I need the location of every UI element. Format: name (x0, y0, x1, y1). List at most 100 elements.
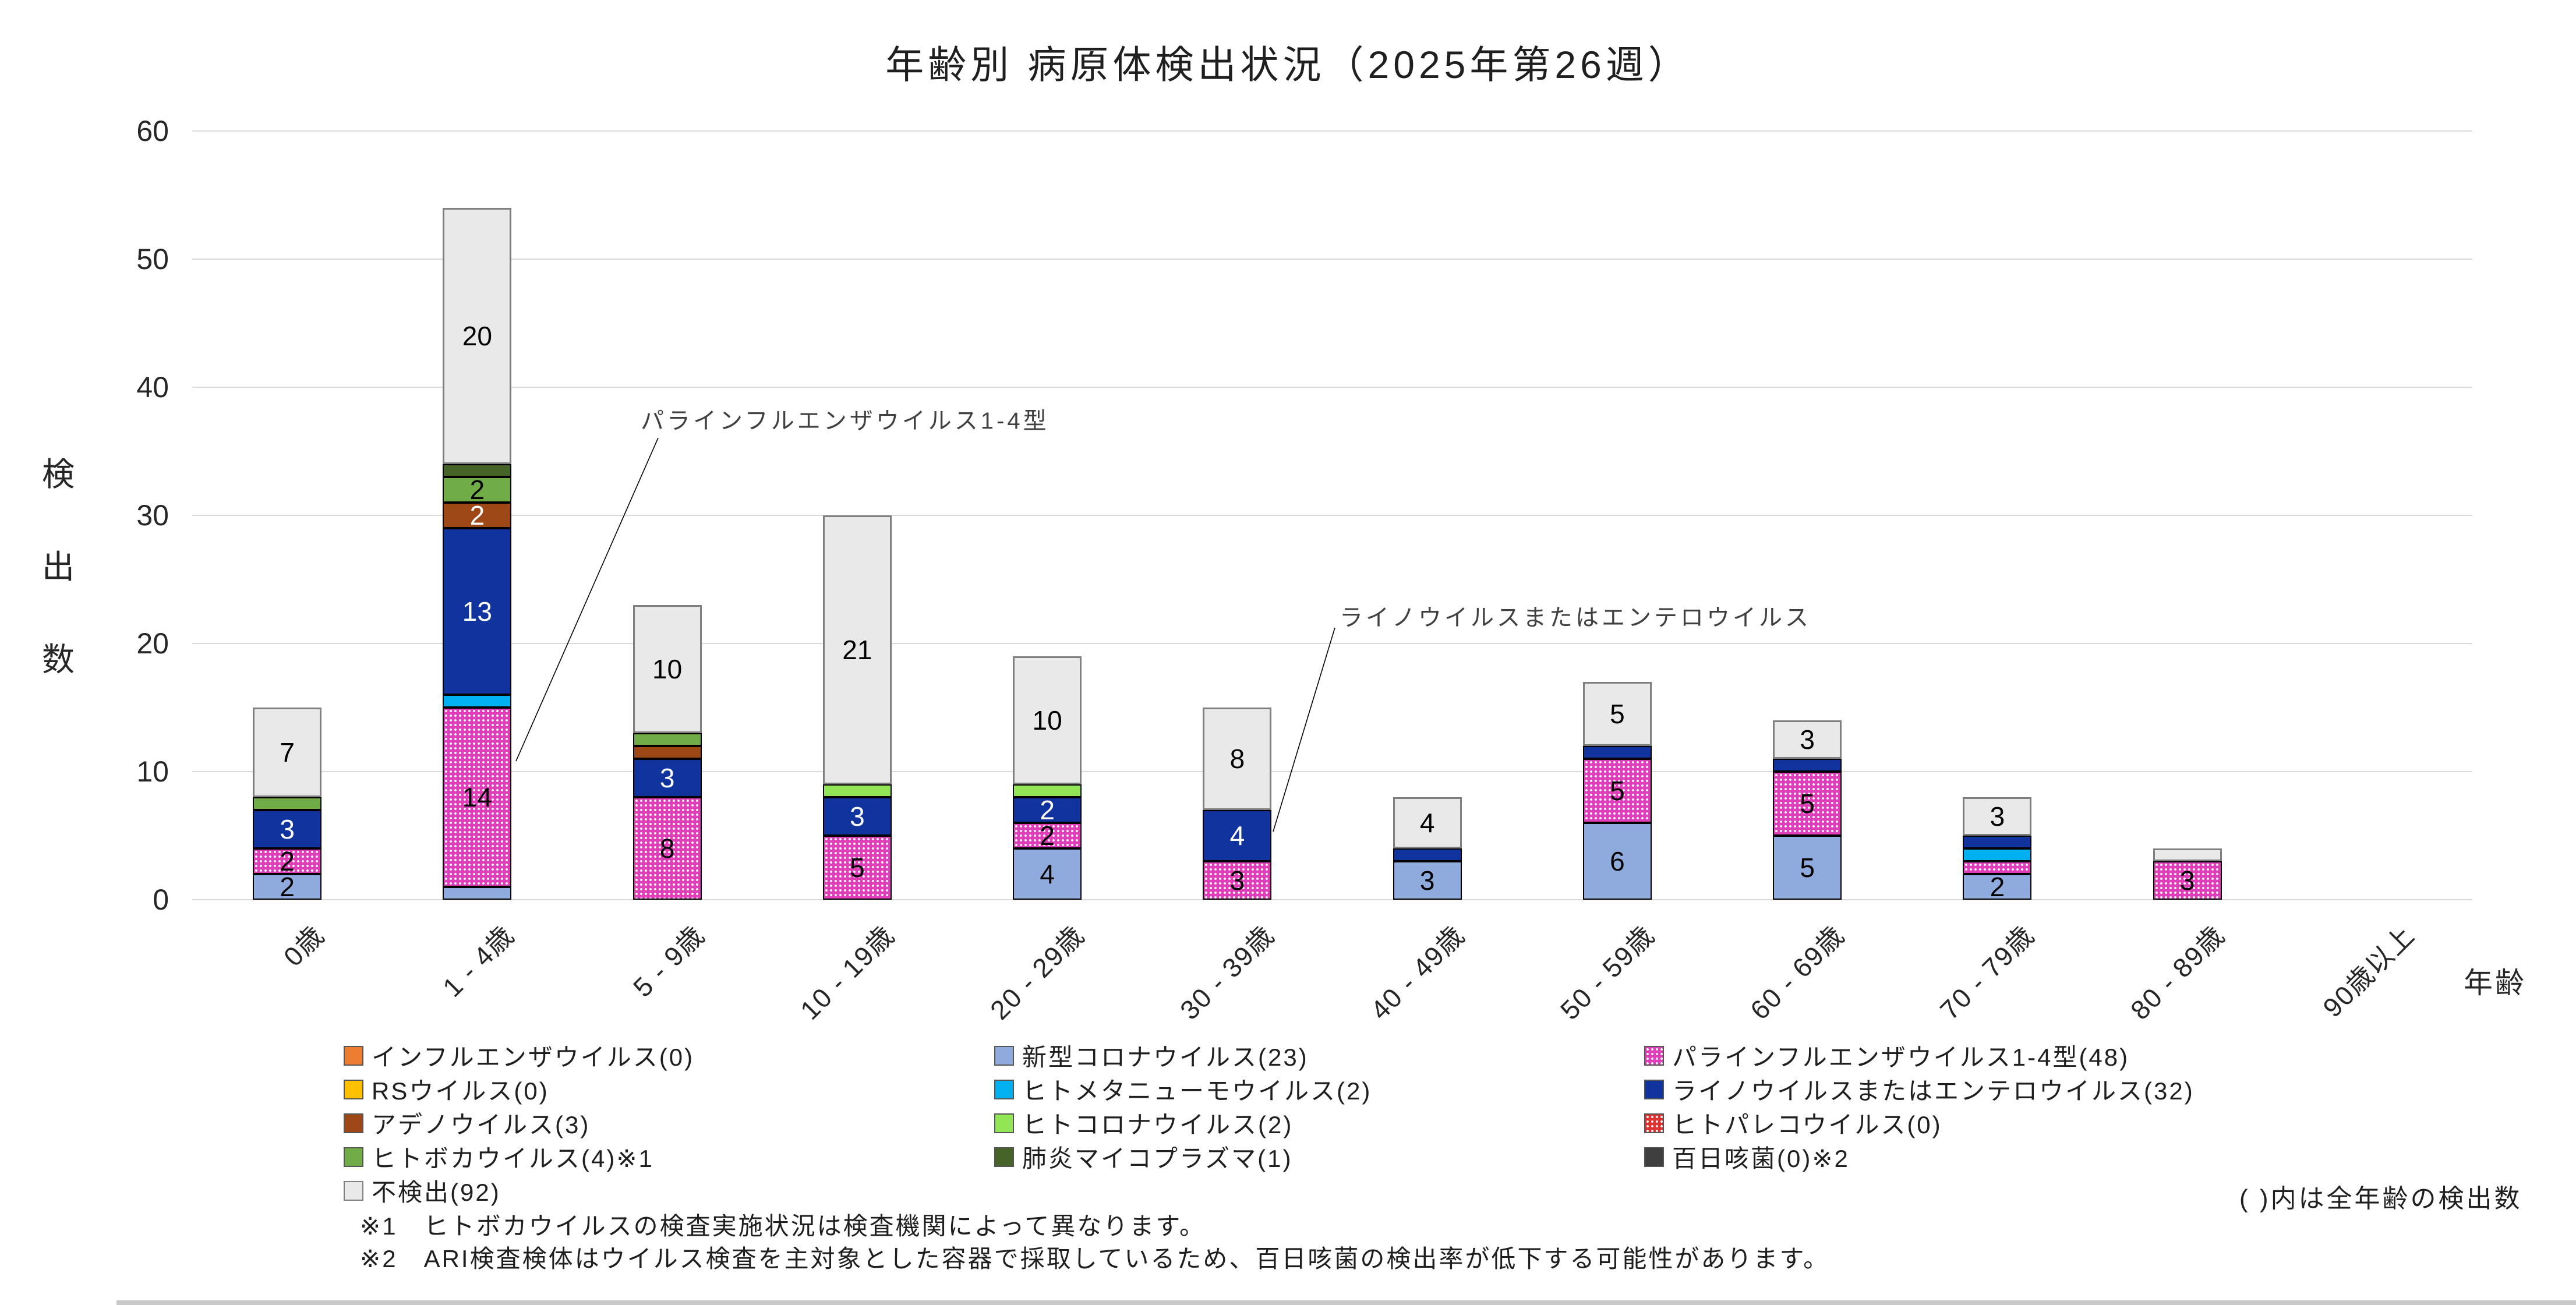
legend-label-influenza: インフルエンザウイルス(0) (372, 1044, 695, 1071)
segment-parainfluenza: 14 (443, 708, 512, 887)
footnote-2-mark: ※2 (360, 1245, 398, 1272)
segment-notdetected: 10 (1013, 656, 1082, 784)
legend-swatch-mycoplasma (994, 1147, 1014, 1167)
legend-swatch-rs (344, 1079, 363, 1099)
segment-parainfluenza (1963, 861, 2032, 874)
segment-rhino: 13 (443, 528, 512, 695)
segment-notdetected: 7 (253, 708, 322, 797)
segment-value-label: 8 (1229, 744, 1245, 774)
segment-rhino (1393, 848, 1462, 861)
footnote-1-mark: ※1 (360, 1212, 398, 1240)
footnote-2: ※2 ARI検査検体はウイルス検査を主対象とした容器で採取しているため、百日咳菌… (360, 1239, 1829, 1275)
segment-value-label: 2 (280, 872, 295, 902)
bar-30 - 39歳: 3 4 8 (1203, 708, 1272, 900)
bar-5 - 9歳: 8 3 10 (632, 605, 702, 900)
segment-value-label: 4 (1229, 821, 1245, 851)
legend-label-boca: ヒトボカウイルス(4)※1 (372, 1145, 654, 1172)
legend-swatch-hcorona (994, 1113, 1014, 1133)
segment-value-label: 20 (462, 321, 492, 351)
x-tick-label-90歳以上: 90歳以上 (2317, 919, 2420, 1023)
segment-value-label: 3 (659, 763, 675, 793)
segment-value-label: 2 (1040, 795, 1055, 825)
segment-value-label: 5 (1800, 788, 1815, 819)
bar-1 - 4歳: 14 13 2 2 20 (443, 208, 512, 900)
segment-value-label: 8 (659, 833, 675, 864)
legend-swatch-pertussis (1644, 1147, 1664, 1167)
legend-label-metapneumo: ヒトメタニューモウイルス(2) (1022, 1077, 1372, 1105)
legend-swatch-adeno (344, 1113, 363, 1133)
y-tick-label: 0 (153, 883, 169, 916)
segment-value-label: 3 (850, 801, 865, 832)
segment-value-label: 3 (1990, 801, 2005, 832)
segment-value-label: 3 (1800, 724, 1815, 755)
legend-label-parainfluenza: パラインフルエンザウイルス1-4型(48) (1672, 1044, 2130, 1071)
bar-10 - 19歳: 5 3 21 (822, 515, 892, 900)
bar-40 - 49歳: 34 (1393, 797, 1462, 900)
legend-swatch-parainfluenza (1644, 1045, 1664, 1066)
segment-notdetected (2153, 848, 2222, 861)
legend-item-rs: RSウイルス(0) (344, 1071, 549, 1107)
bar-80 - 89歳: 3 (2153, 848, 2222, 900)
segment-value-label: 2 (1040, 821, 1055, 851)
segment-value-label: 2 (469, 475, 485, 505)
segment-value-label: 10 (652, 654, 683, 684)
legend-item-adeno: アデノウイルス(3) (344, 1105, 590, 1141)
segment-notdetected: 3 (1773, 720, 1842, 759)
gridline-y-50 (192, 259, 2472, 260)
legend-label-parecho: ヒトパレコウイルス(0) (1672, 1111, 1942, 1138)
segment-value-label: 2 (469, 500, 485, 531)
segment-notdetected: 10 (632, 605, 702, 733)
bar-50 - 59歳: 6 5 5 (1582, 682, 1652, 900)
segment-parainfluenza: 5 (822, 836, 892, 900)
legend-swatch-covid (994, 1045, 1014, 1066)
legend-swatch-rhino (1644, 1079, 1664, 1099)
bar-70 - 79歳: 23 (1963, 797, 2032, 902)
segment-parainfluenza: 5 (1773, 772, 1842, 836)
segment-value-label: 4 (1040, 859, 1055, 889)
segment-parainfluenza: 3 (2153, 861, 2222, 900)
segment-mycoplasma (443, 464, 512, 477)
segment-covid: 4 (1013, 848, 1082, 900)
legend-item-hcorona: ヒトコロナウイルス(2) (994, 1105, 1293, 1141)
legend-swatch-notdetected (344, 1180, 363, 1201)
segment-value-label: 3 (1419, 865, 1435, 896)
bar-60 - 69歳: 5 5 3 (1773, 720, 1842, 900)
chart-title: 年齢別 病原体検出状況（2025年第26週） (885, 43, 1691, 86)
legend-swatch-boca (344, 1147, 363, 1167)
gridline-y-40 (192, 387, 2472, 388)
segment-value-label: 2 (280, 846, 295, 876)
gridline-y-20 (192, 643, 2472, 644)
legend-item-rhino: ライノウイルスまたはエンテロウイルス(32) (1644, 1071, 2195, 1107)
segment-value-label: 2 (1990, 872, 2005, 902)
segment-adeno (632, 746, 702, 759)
note-parentheses: ( )内は全年齢の検出数 (2239, 1184, 2522, 1213)
segment-notdetected: 3 (1963, 797, 2032, 836)
segment-parainfluenza: 3 (1203, 861, 1272, 900)
x-tick-label-50 - 59歳: 50 - 59歳 (1554, 919, 1660, 1025)
footnote-1: ※1 ヒトボカウイルスの検査実施状況は検査機関によって異なります。 (360, 1207, 1206, 1242)
segment-covid: 3 (1393, 861, 1462, 900)
legend-item-parecho: ヒトパレコウイルス(0) (1644, 1105, 1942, 1141)
y-tick-label: 20 (136, 627, 169, 660)
y-tick-label: 10 (136, 755, 169, 788)
annotation-rhino-entero: ライノウイルスまたはエンテロウイルス (1340, 605, 1811, 631)
y-tick-label: 60 (136, 115, 169, 147)
footnote-2-text: ARI検査検体はウイルス検査を主対象とした容器で採取しているため、百日咳菌の検出… (423, 1245, 1830, 1272)
segment-notdetected: 5 (1582, 682, 1652, 746)
y-axis-title-char: 数 (42, 641, 75, 678)
segment-parainfluenza: 8 (632, 797, 702, 900)
bar-20 - 29歳: 4 2 2 10 (1013, 656, 1082, 900)
x-axis-title: 年齢 (2464, 967, 2526, 999)
segment-covid: 2 (1963, 872, 2032, 902)
legend-swatch-parecho (1644, 1113, 1664, 1133)
segment-value-label: 3 (1229, 865, 1245, 896)
gridline-y-10 (192, 771, 2472, 772)
segment-rhino: 4 (1203, 810, 1272, 861)
legend-item-pertussis: 百日咳菌(0)※2 (1644, 1139, 1850, 1175)
segment-hcorona (1013, 784, 1082, 797)
segment-value-label: 21 (842, 635, 872, 665)
segment-covid: 2 (253, 872, 322, 902)
legend-label-rhino: ライノウイルスまたはエンテロウイルス(32) (1672, 1077, 2195, 1105)
segment-covid: 6 (1582, 823, 1652, 900)
